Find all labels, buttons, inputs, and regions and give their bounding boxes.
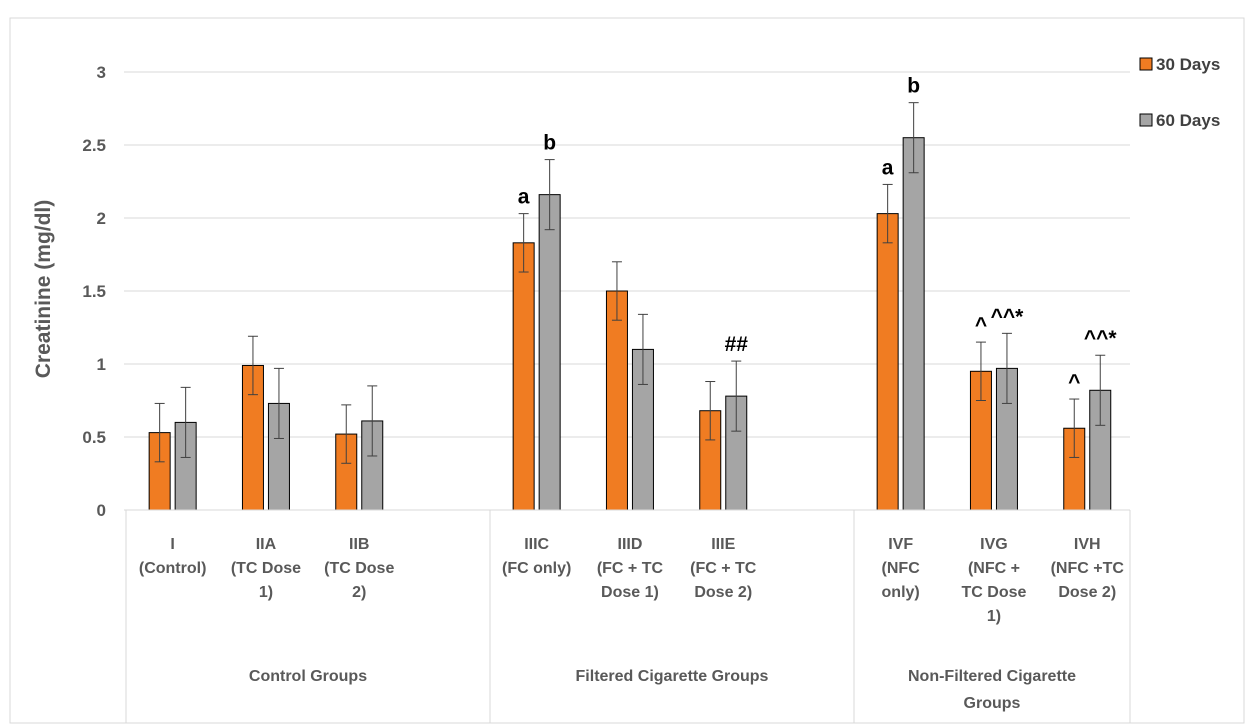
x-category-label-line: Dose 2) — [1058, 584, 1116, 601]
x-category-label-line: IIB — [349, 536, 369, 553]
x-category-label-line: only) — [882, 584, 920, 601]
significance-mark: a — [518, 186, 530, 209]
y-axis-label: Creatinine (mg/dl) — [32, 200, 55, 379]
x-category-label: IIID (FC + TC Dose 1) — [597, 536, 664, 601]
x-category-label-line: (NFC — [882, 560, 921, 577]
x-category-label: IIB (TC Dose 2) — [324, 536, 394, 601]
x-group-label-line: Filtered Cigarette Groups — [576, 668, 769, 685]
bar — [605, 290, 628, 511]
x-axis: I (Control) IIA (TC Dose 1) IIB (TC Dose 2) IIIC… — [124, 509, 1131, 723]
x-group-label: Filtered Cigarette Groups — [576, 668, 769, 685]
x-category-label: IVF (NFC only) — [882, 536, 921, 601]
x-category-label: IIIC (FC only) — [502, 536, 571, 577]
x-category-label-line: Dose 2) — [694, 584, 752, 601]
y-tick-label: 2 — [97, 209, 106, 228]
x-group-label-line: Control Groups — [249, 668, 367, 685]
x-category-label-line: IVH — [1074, 536, 1101, 553]
x-category-label-line: Dose 1) — [601, 584, 659, 601]
bar — [902, 137, 925, 511]
x-category-label-line: 1) — [987, 608, 1001, 625]
legend-swatch — [1139, 57, 1153, 71]
bar — [876, 213, 899, 511]
significance-mark: ^ — [1068, 371, 1080, 394]
x-category-label-line: IIA — [256, 536, 277, 553]
x-category-label-line: 1) — [259, 584, 273, 601]
x-category-label: IVH (NFC +TC Dose 2) — [1051, 536, 1125, 601]
significance-mark: b — [543, 132, 556, 155]
x-category-label-line: IIIE — [711, 536, 735, 553]
y-axis-ticks: 0 0.5 1 1.5 2 2.5 3 — [82, 63, 106, 520]
legend-swatch — [1139, 113, 1153, 127]
significance-mark: ^^* — [991, 305, 1025, 328]
x-category-label-line: (FC + TC — [597, 560, 664, 577]
x-category-label-line: IIID — [618, 536, 643, 553]
x-category-label-line: (Control) — [139, 560, 207, 577]
y-tick-label: 0 — [97, 501, 106, 520]
x-group-label-line: Non-Filtered Cigarette — [908, 668, 1076, 685]
x-category-label-line: (NFC +TC — [1051, 560, 1125, 577]
x-group-label-line: Groups — [964, 695, 1021, 712]
x-category-label-line: TC Dose — [961, 584, 1026, 601]
legend-label: 60 Days — [1156, 111, 1220, 130]
x-category-label-line: IVG — [980, 536, 1008, 553]
legend: 30 Days 60 Days — [1139, 55, 1220, 130]
significance-mark: ^^* — [1084, 327, 1118, 350]
bar — [538, 194, 561, 511]
x-category-label-line: I — [170, 536, 174, 553]
x-category-label-line: 2) — [352, 584, 366, 601]
x-category-label: IVG (NFC + TC Dose 1) — [961, 536, 1026, 625]
bar — [512, 242, 535, 511]
bars — [148, 137, 1112, 511]
significance-annotations: a a ^ ^ b ## b ^^* ^^* — [518, 75, 1118, 394]
x-category-label-line: (FC only) — [502, 560, 571, 577]
error-bars — [154, 102, 1106, 464]
x-category-label-line: (TC Dose — [231, 560, 301, 577]
x-category-label: IIIE (FC + TC Dose 2) — [690, 536, 757, 601]
x-category-label: I (Control) — [139, 536, 207, 577]
legend-label: 30 Days — [1156, 55, 1220, 74]
x-category-label-line: (FC + TC — [690, 560, 757, 577]
gridlines — [124, 71, 1130, 438]
x-category-label-line: (TC Dose — [324, 560, 394, 577]
x-category-label-line: IVF — [888, 536, 913, 553]
x-group-label: Control Groups — [249, 668, 367, 685]
y-tick-label: 2.5 — [82, 136, 106, 155]
significance-mark: ^ — [975, 314, 987, 337]
x-category-label-line: IIIC — [524, 536, 549, 553]
y-tick-label: 0.5 — [82, 428, 106, 447]
significance-mark: a — [882, 156, 894, 179]
x-category-label: IIA (TC Dose 1) — [231, 536, 301, 601]
significance-mark: b — [907, 75, 920, 98]
y-tick-label: 1 — [97, 355, 106, 374]
x-group-label: Non-Filtered Cigarette Groups — [908, 668, 1076, 712]
y-tick-label: 1.5 — [82, 282, 106, 301]
x-category-label-line: (NFC + — [968, 560, 1020, 577]
significance-mark: ## — [725, 333, 749, 356]
y-tick-label: 3 — [97, 63, 106, 82]
